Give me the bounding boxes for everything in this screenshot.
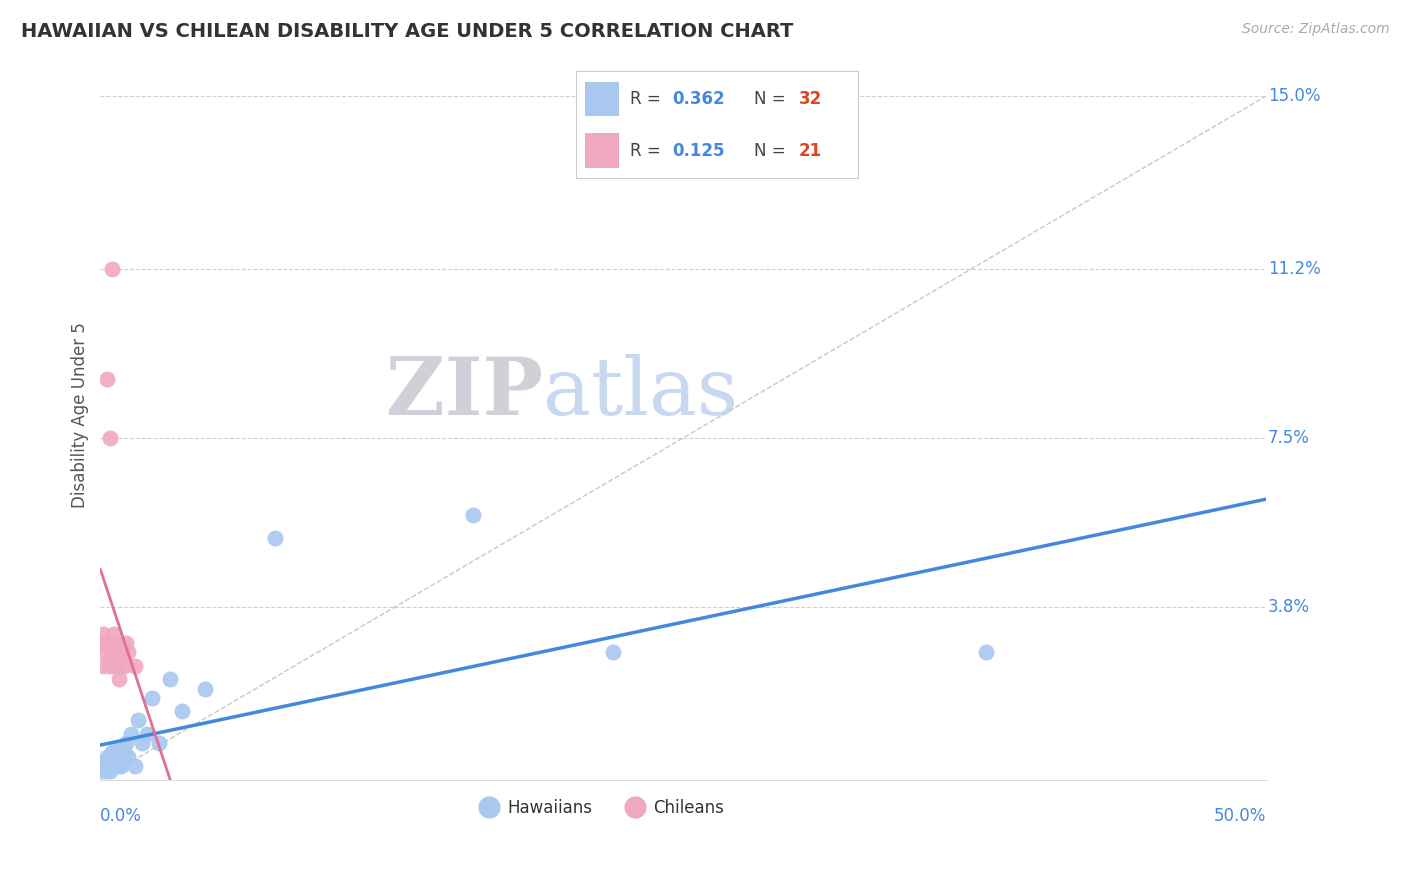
Point [127,714,149,728]
Point [115,736,138,750]
Point [96,372,118,386]
Point [96,636,118,650]
Point [124,759,146,773]
Text: R =: R = [630,90,666,108]
Text: Source: ZipAtlas.com: Source: ZipAtlas.com [1241,22,1389,37]
Point [117,750,139,764]
Point [91,759,114,773]
Point [974,645,997,659]
Text: 50.0%: 50.0% [1213,807,1265,825]
Point [94,645,117,659]
Y-axis label: Disability Age Under 5: Disability Age Under 5 [72,322,89,508]
Point [110,645,132,659]
Text: 11.2%: 11.2% [1268,260,1320,278]
Point [105,740,128,755]
Point [108,673,131,687]
Point [98,755,121,769]
Point [110,759,132,773]
Point [105,759,128,773]
Point [96,759,118,773]
Text: 0.125: 0.125 [672,142,724,160]
Bar [585,134,619,168]
Point [103,627,125,641]
Point [91,627,114,641]
Point [103,755,125,769]
Point [131,736,153,750]
Point [112,755,135,769]
Point [103,658,125,673]
Point [105,645,128,659]
Text: 32: 32 [799,90,823,108]
Bar [585,82,619,116]
Text: ZIP: ZIP [387,354,543,433]
Point [94,764,117,778]
Point [98,764,121,778]
Point [194,681,217,696]
Text: HAWAIIAN VS CHILEAN DISABILITY AGE UNDER 5 CORRELATION CHART: HAWAIIAN VS CHILEAN DISABILITY AGE UNDER… [21,22,793,41]
Point [463,508,485,523]
Point [264,531,287,545]
Point [112,658,135,673]
Text: N =: N = [754,142,790,160]
Point [112,745,135,759]
Text: 3.8%: 3.8% [1268,598,1310,615]
Text: N =: N = [754,90,790,108]
Text: 21: 21 [799,142,821,160]
Point [115,636,138,650]
Point [159,673,181,687]
Point [148,736,170,750]
Point [98,431,121,445]
Point [98,658,121,673]
Point [101,645,124,659]
Point [101,759,124,773]
Point [120,727,142,741]
Point [108,750,131,764]
Point [101,745,124,759]
Point [91,658,114,673]
Text: R =: R = [630,142,666,160]
Text: atlas: atlas [543,354,738,433]
Point [94,755,117,769]
Point [101,262,124,277]
Legend: Hawaiians, Chileans: Hawaiians, Chileans [472,792,731,824]
Point [136,727,159,741]
Point [117,645,139,659]
Point [141,690,163,705]
Text: 0.362: 0.362 [672,90,724,108]
Point [96,750,118,764]
Point [124,658,146,673]
Point [108,658,131,673]
Text: 7.5%: 7.5% [1268,429,1310,447]
Point [105,636,128,650]
Point [602,645,624,659]
Text: 15.0%: 15.0% [1268,87,1320,105]
Text: 0.0%: 0.0% [100,807,142,825]
Point [170,705,193,719]
Point [94,636,117,650]
